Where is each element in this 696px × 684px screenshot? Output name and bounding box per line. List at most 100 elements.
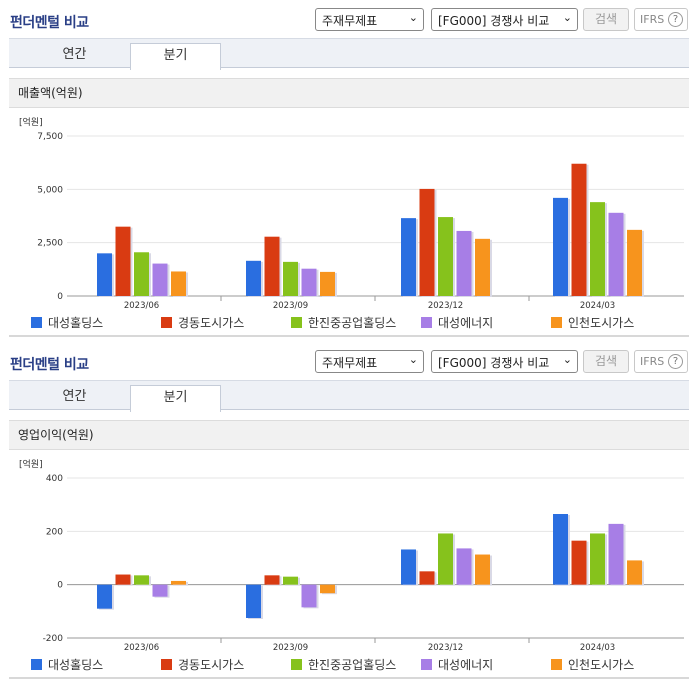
ifrs-label: IFRS (640, 355, 665, 368)
y-tick-label: 0 (57, 581, 63, 591)
ifrs-button[interactable]: IFRS ? (634, 350, 688, 373)
legend-label: 경동도시가스 (178, 316, 245, 330)
legend-item[interactable]: 인천도시가스 (551, 314, 634, 331)
legend-swatch (291, 317, 302, 328)
tab-annual[interactable]: 연간 (62, 389, 87, 404)
divider (9, 677, 689, 679)
legend-swatch (31, 317, 42, 328)
legend-item[interactable]: 한진중공업홀딩스 (291, 656, 396, 673)
bar[interactable] (419, 188, 435, 296)
legend-item[interactable]: 대성홀딩스 (31, 656, 103, 673)
bar[interactable] (152, 584, 168, 597)
legend-item[interactable]: 경동도시가스 (161, 656, 244, 673)
bar[interactable] (152, 263, 168, 296)
legend-swatch (551, 659, 562, 670)
chevron-down-icon: ⌄ (408, 11, 418, 24)
bar[interactable] (475, 554, 490, 585)
tab-quarterly[interactable]: 분기 (130, 385, 221, 412)
bar[interactable] (283, 261, 298, 296)
report-type-select[interactable]: 주재무제표 ⌄ (315, 350, 424, 373)
bar[interactable] (627, 560, 642, 585)
bar[interactable] (283, 576, 298, 585)
legend-label: 인천도시가스 (568, 658, 635, 672)
chart-legend: 대성홀딩스 경동도시가스 한진중공업홀딩스 대성에너지 인천도시가스 (9, 310, 689, 332)
bar[interactable] (301, 584, 317, 608)
help-icon[interactable]: ? (668, 354, 683, 369)
unit-label: [억원] (19, 458, 43, 470)
bar[interactable] (134, 575, 149, 585)
bar[interactable] (608, 523, 624, 585)
bar[interactable] (419, 571, 435, 585)
legend-item[interactable]: 대성에너지 (421, 314, 493, 331)
bar[interactable] (401, 549, 416, 585)
bar[interactable] (264, 236, 280, 296)
legend-swatch (161, 659, 172, 670)
bar[interactable] (590, 202, 605, 296)
x-tick-label: 2023/06 (124, 643, 159, 652)
bar[interactable] (246, 260, 261, 296)
bar[interactable] (571, 163, 587, 296)
y-tick-label: 7,500 (37, 132, 63, 142)
legend-label: 인천도시가스 (568, 316, 635, 330)
bar[interactable] (475, 238, 490, 296)
compare-select[interactable]: [FG000] 경쟁사 비교 ⌄ (431, 350, 578, 373)
bar[interactable] (553, 514, 568, 585)
bar[interactable] (401, 218, 416, 296)
chevron-down-icon: ⌄ (562, 353, 572, 366)
legend-swatch (421, 317, 432, 328)
report-type-value: 주재무제표 (322, 356, 378, 370)
bar[interactable] (571, 540, 587, 585)
bar[interactable] (456, 548, 472, 585)
legend-label: 한진중공업홀딩스 (308, 658, 397, 672)
bar[interactable] (320, 271, 335, 296)
bar[interactable] (97, 253, 112, 296)
chevron-down-icon: ⌄ (562, 11, 572, 24)
x-tick-label: 2023/12 (428, 301, 463, 310)
panel-title: 펀더멘털 비교 (10, 357, 89, 373)
bar[interactable] (438, 533, 453, 585)
section-title: 영업이익(억원) (9, 420, 689, 450)
ifrs-button[interactable]: IFRS ? (634, 8, 688, 31)
bar[interactable] (456, 230, 472, 296)
bar[interactable] (301, 268, 317, 296)
legend-item[interactable]: 대성에너지 (421, 656, 493, 673)
bar[interactable] (553, 197, 568, 296)
bar[interactable] (97, 584, 112, 609)
chevron-down-icon: ⌄ (408, 353, 418, 366)
tab-quarterly[interactable]: 분기 (130, 43, 221, 70)
legend-item[interactable]: 경동도시가스 (161, 314, 244, 331)
legend-item[interactable]: 인천도시가스 (551, 656, 634, 673)
section-title: 매출액(억원) (9, 78, 689, 108)
legend-label: 대성홀딩스 (48, 316, 104, 330)
bar[interactable] (134, 252, 149, 296)
search-button[interactable]: 검색 (583, 350, 629, 373)
y-tick-label: 0 (57, 292, 63, 302)
bar[interactable] (264, 575, 280, 585)
tab-annual[interactable]: 연간 (62, 47, 87, 62)
bar[interactable] (590, 533, 605, 585)
bar[interactable] (627, 229, 642, 296)
bar[interactable] (115, 574, 131, 585)
panel-title: 펀더멘털 비교 (10, 15, 89, 31)
legend-swatch (421, 659, 432, 670)
legend-item[interactable]: 한진중공업홀딩스 (291, 314, 396, 331)
bar[interactable] (115, 226, 131, 296)
compare-select[interactable]: [FG000] 경쟁사 비교 ⌄ (431, 8, 578, 31)
period-tabs: 연간 분기 (9, 38, 689, 70)
legend-item[interactable]: 대성홀딩스 (31, 314, 103, 331)
bar[interactable] (171, 580, 186, 585)
x-tick-label: 2023/09 (273, 643, 308, 652)
operating-profit-chart-svg: [억원] -200 0 200 400 2023/06 2023/09 2023/12 2024… (19, 458, 684, 652)
help-icon[interactable]: ? (668, 12, 683, 27)
bar[interactable] (438, 217, 453, 296)
compare-value: [FG000] 경쟁사 비교 (438, 356, 550, 370)
unit-label: [억원] (19, 116, 43, 128)
bar[interactable] (320, 584, 335, 594)
report-type-select[interactable]: 주재무제표 ⌄ (315, 8, 424, 31)
legend-label: 대성에너지 (438, 316, 494, 330)
search-button[interactable]: 검색 (583, 8, 629, 31)
legend-swatch (291, 659, 302, 670)
bar[interactable] (246, 584, 261, 618)
bar[interactable] (608, 212, 624, 296)
bar[interactable] (171, 271, 186, 296)
